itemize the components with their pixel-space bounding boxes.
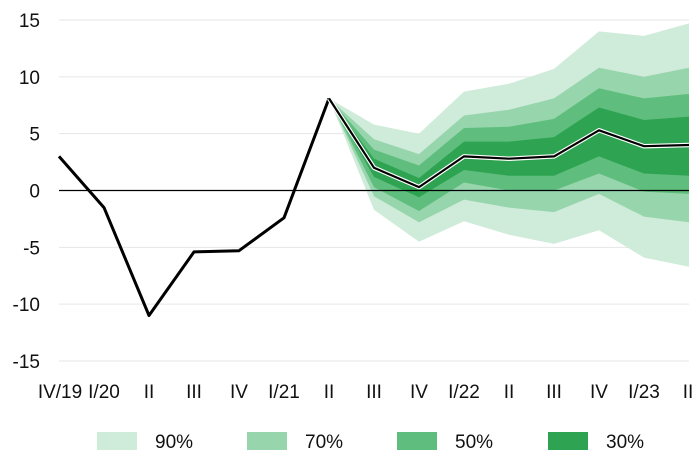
x-tick-label: III	[366, 382, 382, 403]
x-tick-label: IV	[230, 382, 248, 403]
x-tick-label: IV/19	[38, 382, 82, 403]
x-tick-label: III	[186, 382, 202, 403]
x-tick-label: I/21	[268, 382, 300, 403]
x-tick-label: I/20	[88, 382, 120, 403]
x-tick-label: IV	[410, 382, 428, 403]
legend-label: 70%	[305, 432, 343, 453]
y-tick-label: 5	[29, 125, 40, 146]
legend-label: 50%	[455, 432, 493, 453]
series-line-actual	[59, 98, 329, 315]
x-tick-label: III	[546, 382, 562, 403]
legend-item-90: 90%	[97, 432, 193, 453]
legend-item-50: 50%	[397, 432, 493, 453]
x-tick-label: I/22	[448, 382, 480, 403]
legend-swatch	[397, 432, 437, 450]
x-tick-label: IV	[590, 382, 608, 403]
y-tick-label: -10	[13, 295, 40, 316]
x-tick-label: II	[144, 382, 155, 403]
y-tick-label: -5	[23, 238, 40, 259]
legend-swatch	[247, 432, 287, 450]
y-tick-labels: 15 10 5 0 -5 -10 -15	[13, 11, 40, 373]
legend-label: 90%	[155, 432, 193, 453]
legend-item-30: 30%	[548, 432, 644, 453]
y-tick-label: 0	[29, 182, 40, 203]
x-tick-label: II	[683, 382, 694, 403]
legend: 90% 70% 50% 30%	[97, 432, 644, 453]
y-tick-label: -15	[13, 352, 40, 373]
legend-swatch	[548, 432, 588, 450]
legend-swatch	[97, 432, 137, 450]
legend-label: 30%	[606, 432, 644, 453]
legend-item-70: 70%	[247, 432, 343, 453]
y-tick-label: 10	[19, 68, 40, 89]
y-tick-label: 15	[19, 11, 40, 32]
x-tick-label: I/23	[628, 382, 660, 403]
x-tick-label: II	[324, 382, 335, 403]
x-tick-label: II	[504, 382, 515, 403]
